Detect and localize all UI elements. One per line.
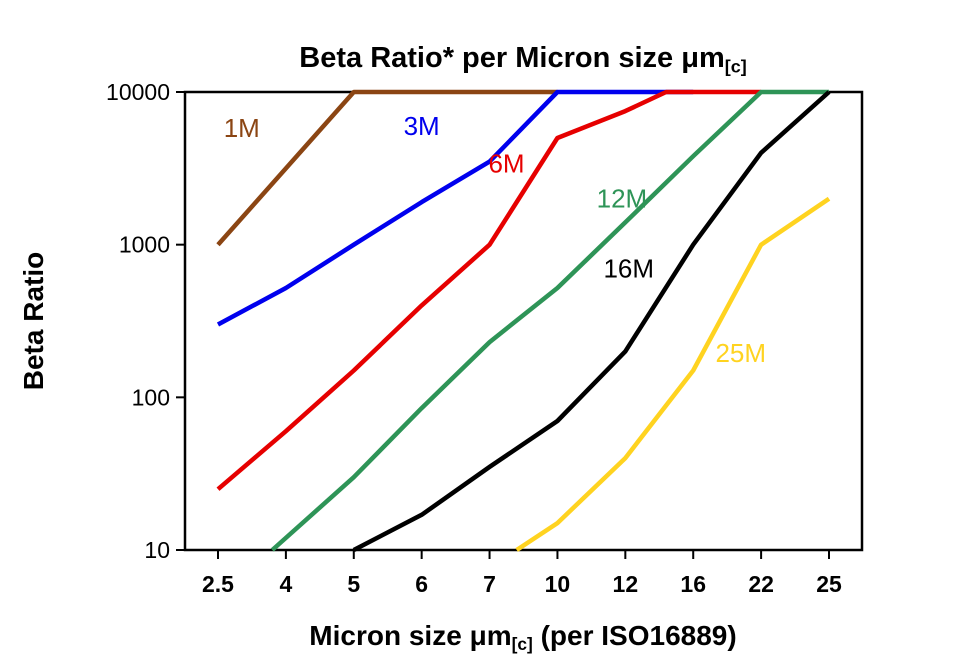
x-tick-label: 10 [545,571,571,597]
x-tick-label: 5 [347,571,360,597]
x-axis-label: Micron size μm[c] (per ISO16889) [80,620,966,655]
series-line-16M [352,90,831,552]
x-tick-label: 12 [613,571,639,597]
chart-title-mu: μm [681,42,725,74]
series-label-25M: 25M [715,338,766,368]
y-tick-label: 10000 [106,79,170,105]
chart-title-subscript: [c] [724,56,747,77]
series-label-12M: 12M [597,184,648,214]
x-tick-label: 4 [279,571,292,597]
x-axis-label-mu: μm [469,620,512,651]
x-axis-label-subscript: [c] [511,634,533,655]
x-tick-label: 25 [816,571,842,597]
y-tick-label: 10 [144,537,170,563]
series-line-6M [216,89,762,491]
series-line-1M [216,89,558,247]
x-tick-label: 2.5 [202,571,234,597]
chart-title-text: Beta Ratio* per Micron size [299,42,682,74]
chart-title: Beta Ratio* per Micron size μm[c] [80,42,966,77]
series-line-25M [515,196,831,552]
x-tick-label: 7 [483,571,496,597]
series-line-3M [216,89,694,327]
series-label-16M: 16M [603,253,654,283]
y-tick-label: 100 [132,384,170,410]
series-label-6M: 6M [488,149,524,179]
y-tick-label: 1000 [119,232,170,258]
x-axis-label-text: Micron size [309,620,470,651]
series-line-12M [270,89,829,552]
x-axis-label-suffix: (per ISO16889) [532,620,737,651]
x-tick-label: 22 [748,571,774,597]
x-tick-label: 16 [680,571,706,597]
series-label-3M: 3M [404,111,440,141]
x-tick-label: 6 [415,571,428,597]
series-label-1M: 1M [224,113,260,143]
